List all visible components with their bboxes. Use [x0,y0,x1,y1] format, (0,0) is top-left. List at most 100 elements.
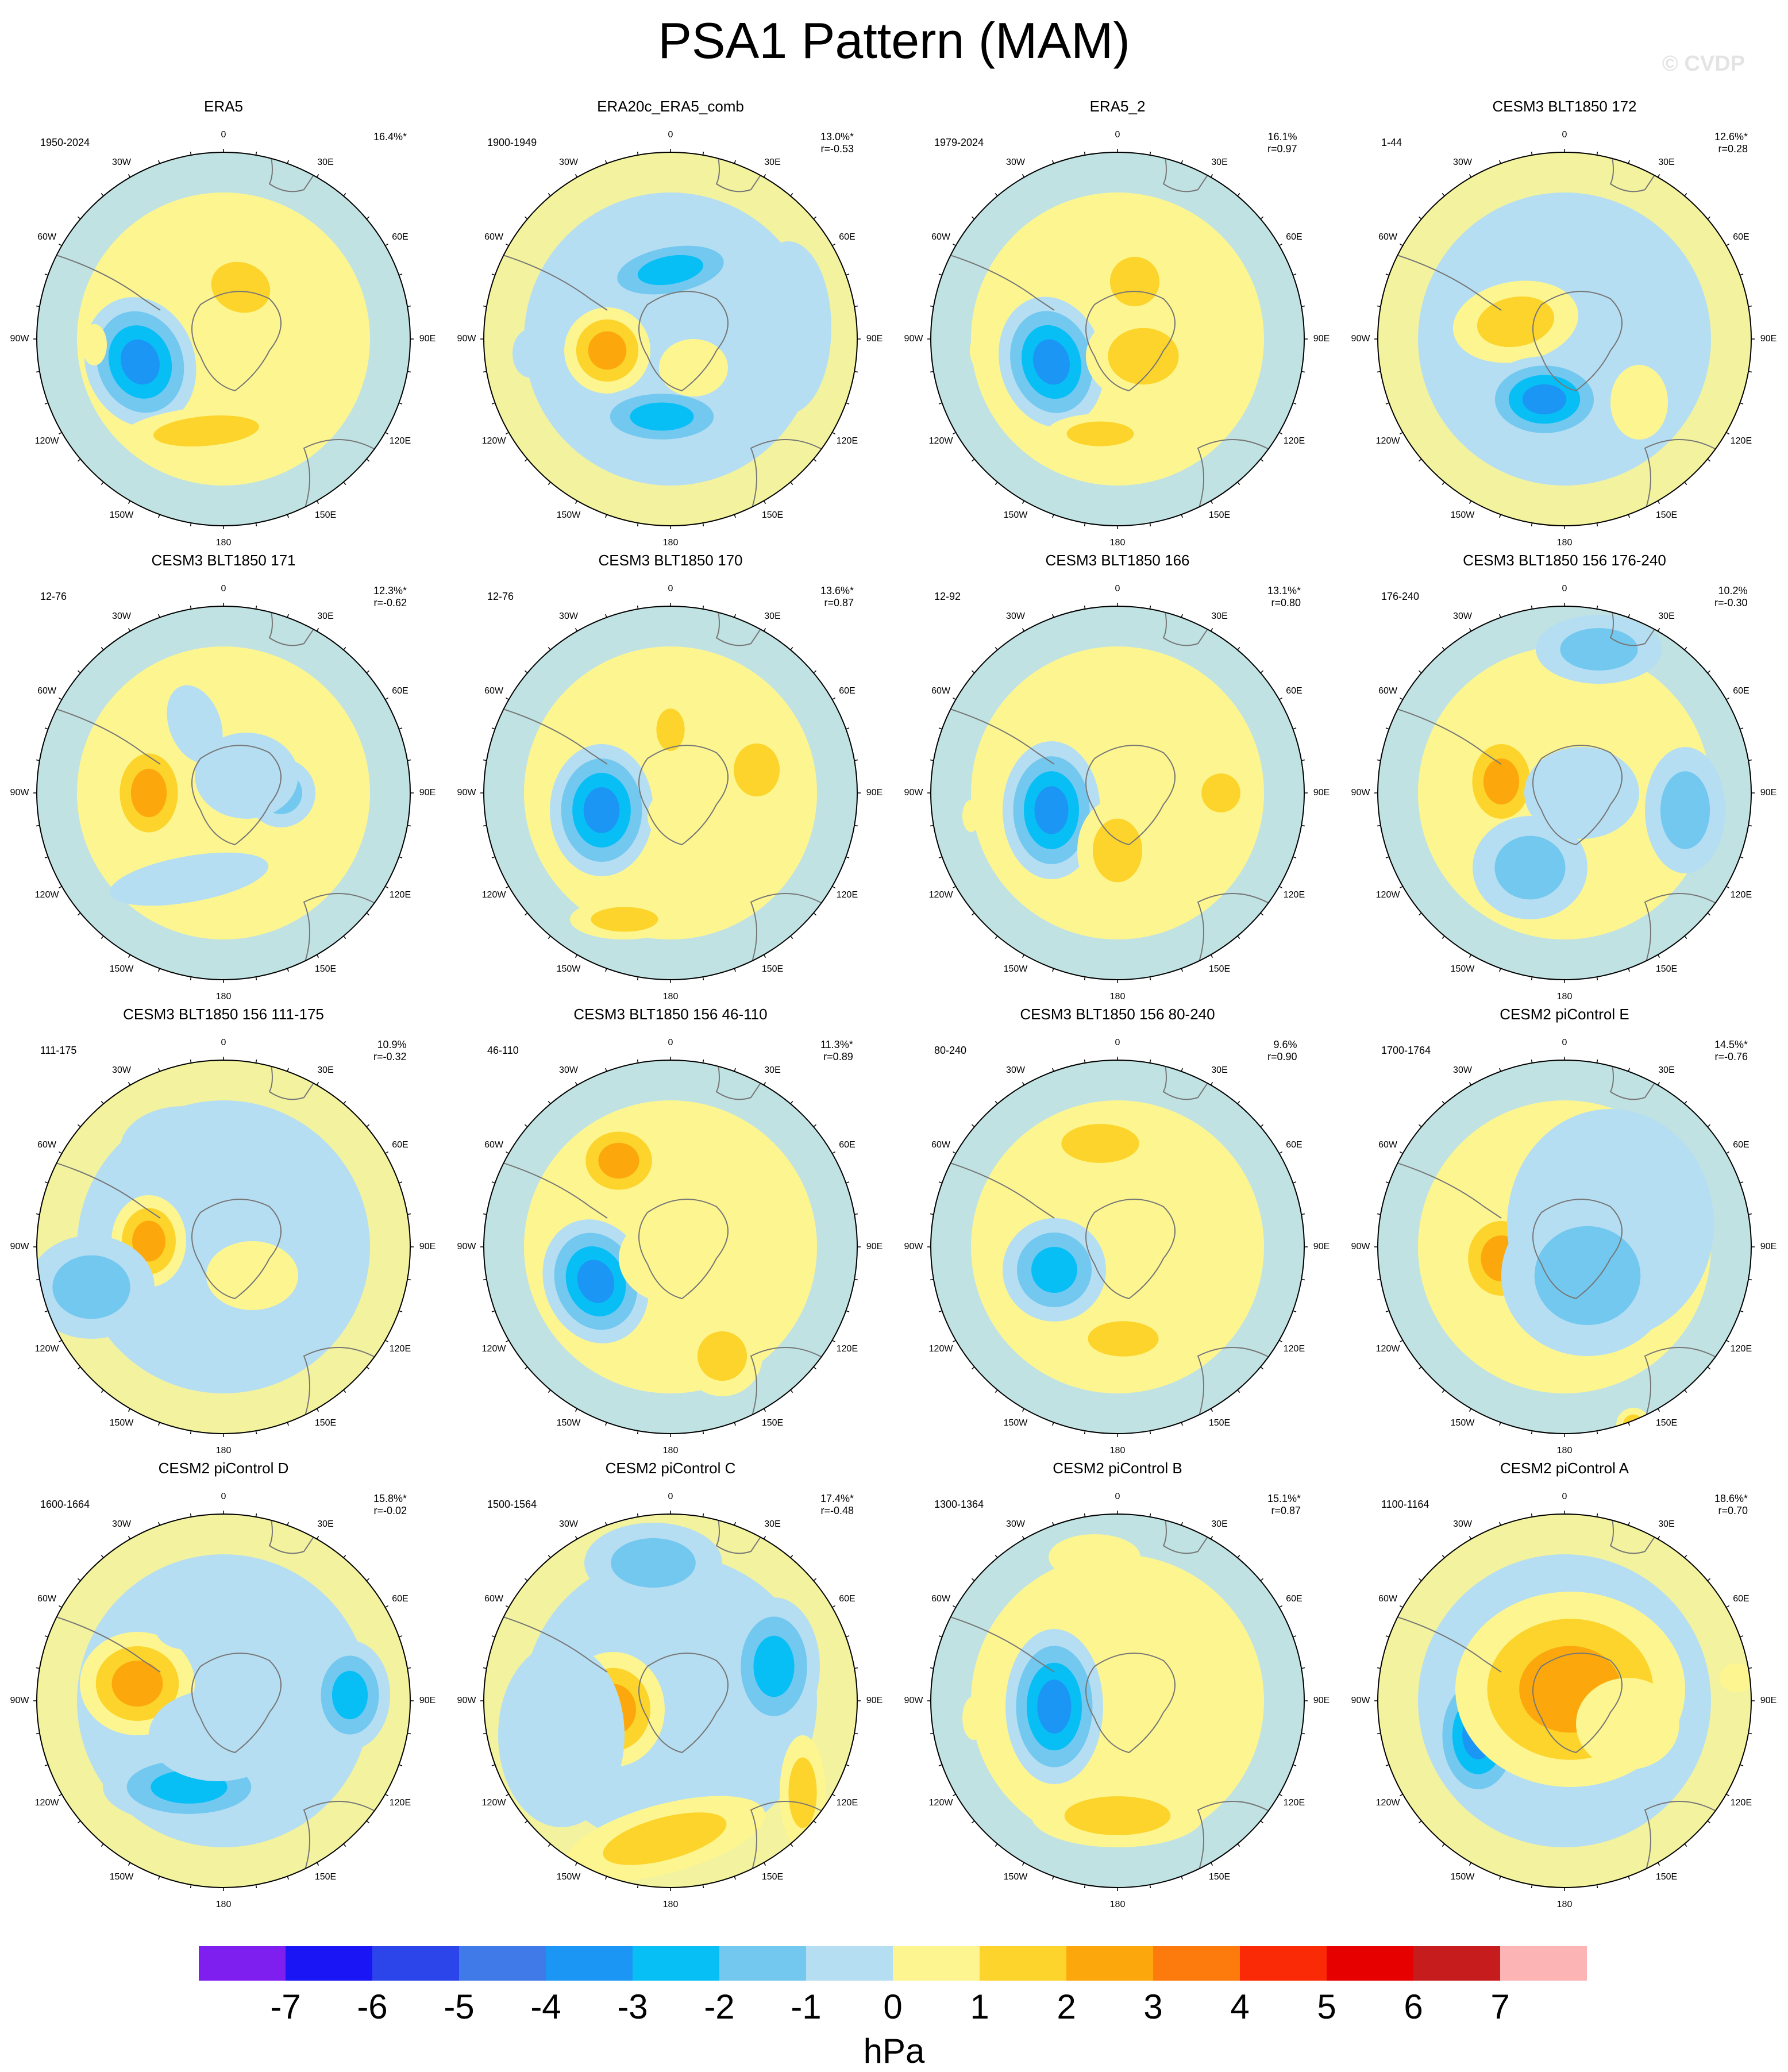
border-tick [1748,371,1752,373]
border-tick [1707,216,1711,219]
africa-outline [1162,1514,1210,1554]
border-tick [1181,968,1183,972]
longitude-label: 120E [389,436,411,446]
panel-title: ERA20c_ERA5_comb [597,98,744,115]
africa-outline [715,606,763,646]
border-tick [605,160,607,164]
panel-stats: 11.3%* r=0.89 [820,1039,853,1063]
border-tick [1499,1522,1501,1526]
border-tick [1628,1068,1630,1072]
copyright-watermark: © CVDP [1662,52,1745,76]
border-tick [1418,459,1422,462]
border-tick [763,1535,766,1539]
border-tick [605,968,607,972]
polar-map [927,149,1308,529]
border-tick [854,371,858,373]
border-tick [1377,1278,1381,1281]
border-tick [1293,1310,1297,1312]
border-tick [952,1605,956,1608]
border-tick [1657,1408,1660,1412]
longitude-label: 150W [109,1418,134,1428]
contour-region [588,331,627,370]
border-tick [790,1100,793,1104]
longitude-label: 30W [559,157,578,167]
longitude-label: 120W [928,1343,953,1354]
africa-outline [715,1060,763,1100]
border-tick [995,192,998,197]
contour-region [962,800,980,832]
longitude-label: 30W [112,611,131,621]
border-tick [1399,697,1403,700]
longitude-label: 150E [761,1418,784,1428]
colorbar-swatch [1066,1946,1153,1981]
antarctica-outline [1532,1653,1623,1754]
colorbar-swatch [1240,1946,1327,1981]
longitude-label: 30E [317,157,334,167]
longitude-label: 60W [37,1139,56,1150]
polar-map [480,1511,861,1891]
border-tick [1385,402,1389,405]
longitude-label: 90E [419,1242,436,1251]
border-tick [995,646,998,650]
border-tick [1442,1843,1445,1847]
colorbar-tick-label: 2 [1057,1988,1076,2026]
contour-region [109,852,269,906]
panel-title: CESM3 BLT1850 156 80-240 [1020,1006,1215,1023]
panel-correlation: r=0.70 [1718,1505,1748,1516]
border-tick [316,500,319,504]
border-tick [366,670,370,673]
longitude-label: 180 [1556,1446,1573,1455]
border-tick [101,1554,104,1558]
border-tick [734,1522,736,1526]
border-tick [343,1554,346,1558]
longitude-label: 120E [1283,436,1305,446]
contour-region [206,1241,298,1310]
border-tick [1726,697,1730,700]
longitude-label: 90E [1760,788,1777,798]
longitude-label: 60W [1378,685,1397,696]
contour-region [1610,365,1668,440]
border-tick [548,1389,551,1393]
longitude-label: 60E [392,1139,409,1150]
border-tick [36,305,40,307]
map-panel: CESM2 piControl B 1300-1364 15.1%* r=0.87 0 3… [894,1459,1341,1913]
panel-correlation: r=-0.76 [1714,1051,1748,1062]
map-panel: CESM3 BLT1850 170 12-76 13.6%* r=0.87 0 30E 60… [447,552,894,1006]
panel-correlation: r=-0.48 [820,1505,854,1516]
border-tick [575,500,578,504]
panel-stats: 18.6%* r=0.70 [1714,1493,1748,1517]
border-tick [1022,1081,1025,1085]
panel-variance: 14.5%* [1714,1039,1748,1050]
panel-title: ERA5 [204,98,243,115]
longitude-label: 120E [836,1797,858,1808]
contour-region [1092,818,1143,883]
contour-region [149,1689,287,1781]
border-tick [316,1862,319,1866]
border-tick [1499,514,1501,518]
longitude-label: 180 [662,1900,679,1909]
border-tick [1748,825,1752,827]
border-tick [407,1213,411,1215]
border-tick [1469,500,1472,504]
border-tick [399,1310,403,1312]
longitude-label: 120W [481,889,506,900]
border-tick [734,1068,736,1072]
border-tick [343,1843,346,1847]
border-tick [1657,1862,1660,1866]
border-tick [128,1408,131,1412]
border-tick [1684,935,1687,939]
contour-region [1504,233,1544,273]
border-tick [846,727,850,730]
contour-region [598,1142,639,1179]
longitude-label: 150W [556,510,581,521]
colorbar-tick-label: 1 [970,1988,989,2026]
longitude-label: 150W [1450,510,1475,521]
border-tick [1260,216,1264,219]
border-tick [44,1181,48,1184]
longitude-label: 120W [1375,1343,1400,1354]
panel-correlation: r=0.90 [1267,1051,1297,1062]
border-tick [407,759,411,761]
longitude-label: 90W [10,1696,29,1705]
border-tick [832,1605,836,1608]
longitude-label: 0 [221,1038,226,1047]
